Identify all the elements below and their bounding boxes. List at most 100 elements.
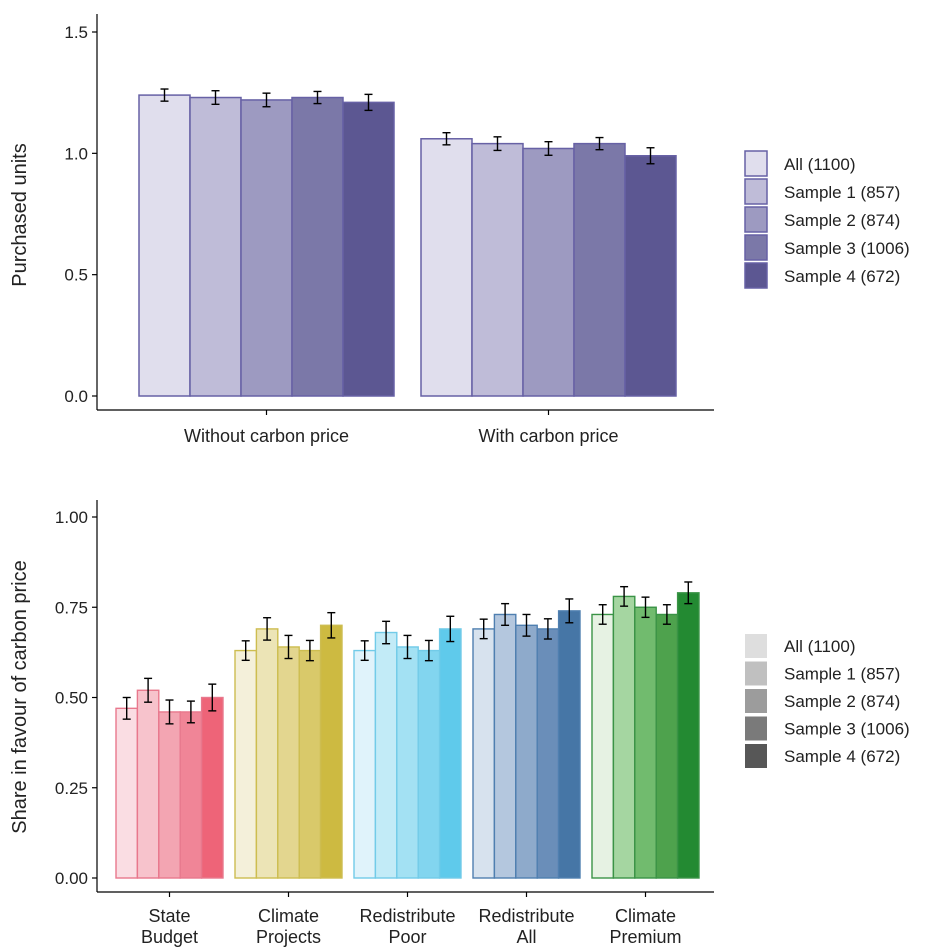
error-bar-4-series-1: [479, 618, 488, 640]
bar-5-series-3: [634, 606, 657, 879]
legend-label-series-3: Sample 2 (874): [784, 211, 900, 230]
bottom-x-tick-label: Poor: [388, 927, 426, 947]
bottom-x-tick-label: All: [516, 927, 536, 947]
bottom-x-tick-label: Climate: [258, 906, 319, 926]
error-bar-3-series-2: [382, 620, 391, 645]
legend-label-series-1: All (1100): [784, 637, 856, 656]
error-bar-2-series-1: [442, 132, 451, 146]
purchased-units-chart: 0.0 0.5 1.0 1.5 Without carbon price With ca…: [9, 14, 910, 446]
error-bar-2-series-3: [544, 140, 553, 156]
bar-4-series-1: [472, 628, 496, 879]
bottom-bars: [115, 592, 700, 879]
bottom-x-tick-label: Redistribute: [478, 906, 574, 926]
bottom-x-tick-label: State: [148, 906, 190, 926]
error-bar-3-series-4: [424, 639, 433, 662]
bar-2-series-5: [319, 624, 343, 879]
bar-4-series-3: [515, 624, 538, 879]
bar-2-series-5: [624, 155, 677, 397]
error-bar-3-series-3: [403, 634, 412, 660]
legend-swatch-series-3: [745, 689, 767, 713]
bar-1-series-3: [240, 99, 293, 397]
legend-swatch-series-2: [744, 178, 768, 205]
legend-swatch-series-3: [744, 206, 768, 233]
error-bar-2-series-4: [595, 136, 604, 151]
top-y-axis-label: Purchased units: [9, 143, 31, 286]
error-bar-3-series-5: [446, 615, 455, 643]
legend-swatch-series-5: [744, 262, 768, 289]
error-bar-5-series-3: [641, 596, 650, 619]
bar-1-series-1: [138, 94, 191, 397]
error-bar-1-series-4: [313, 90, 322, 105]
legend-label-series-2: Sample 1 (857): [784, 183, 900, 202]
bar-1-series-2: [136, 689, 160, 879]
top-error-bars: [160, 88, 655, 165]
bar-2-series-4: [573, 142, 626, 397]
bottom-y-axis-label: Share in favour of carbon price: [9, 560, 31, 834]
bar-1-series-5: [342, 101, 395, 397]
error-bar-2-series-5: [327, 611, 336, 639]
bottom-x-ticks: StateBudgetClimateProjectsRedistributePo…: [141, 892, 682, 947]
error-bar-2-series-1: [241, 640, 250, 662]
bottom-y-tick-label: 1.00: [55, 508, 88, 527]
bar-3-series-4: [417, 649, 441, 879]
bar-3-series-3: [396, 646, 419, 879]
bottom-x-tick-label: Climate: [615, 906, 676, 926]
bar-1-series-1: [115, 707, 139, 879]
bottom-x-tick-label: Redistribute: [359, 906, 455, 926]
bottom-x-tick-label: Budget: [141, 927, 198, 947]
bar-2-series-2: [255, 628, 279, 879]
error-bar-4-series-3: [522, 613, 531, 637]
error-bar-4-series-2: [501, 602, 510, 626]
bar-3-series-5: [438, 628, 462, 879]
legend-swatch-series-4: [745, 716, 767, 741]
error-bar-5-series-2: [620, 585, 629, 607]
bar-4-series-5: [557, 610, 581, 879]
bar-2-series-2: [471, 142, 524, 397]
bar-1-series-5: [200, 696, 224, 879]
bottom-x-tick-label: Premium: [609, 927, 681, 947]
share-in-favour-chart: 0.000.250.500.751.00 StateBudgetClimateP…: [9, 500, 910, 947]
error-bar-4-series-5: [565, 598, 574, 624]
bar-2-series-3: [277, 646, 300, 879]
top-y-tick-label: 0.5: [64, 266, 88, 285]
legend-label-series-1: All (1100): [784, 155, 856, 174]
bottom-y-tick-label: 0.50: [55, 689, 88, 708]
bar-1-series-4: [179, 711, 203, 879]
error-bar-2-series-2: [493, 136, 502, 152]
error-bar-1-series-2: [144, 677, 153, 703]
bar-1-series-4: [291, 96, 344, 397]
top-y-tick-label: 1.5: [64, 23, 88, 42]
bar-2-series-1: [420, 138, 473, 397]
top-bars: [138, 94, 677, 397]
error-bar-1-series-1: [122, 696, 131, 720]
error-bar-2-series-4: [305, 639, 314, 662]
bottom-y-ticks: 0.00 0.25 0.50 0.75 1.00: [55, 508, 97, 888]
legend-label-series-2: Sample 1 (857): [784, 665, 900, 684]
legend-label-series-4: Sample 3 (1006): [784, 239, 910, 258]
error-bar-2-series-2: [263, 617, 272, 641]
bar-2-series-1: [234, 649, 258, 879]
bar-5-series-5: [676, 592, 700, 879]
legend-label-series-4: Sample 3 (1006): [784, 720, 910, 739]
top-legend: All (1100) Sample 1 (857) Sample 2 (874) Sa…: [744, 150, 910, 289]
top-x-tick-label: Without carbon price: [184, 426, 349, 446]
top-x-ticks: Without carbon price With carbon price: [184, 410, 619, 446]
legend-swatch-series-1: [745, 634, 767, 658]
error-bar-5-series-4: [662, 604, 671, 625]
bottom-y-tick-label: 0.00: [55, 869, 88, 888]
legend-swatch-series-1: [744, 150, 768, 177]
legend-swatch-series-5: [745, 744, 767, 768]
bottom-x-tick-label: Projects: [256, 927, 321, 947]
top-y-tick-label: 1.0: [64, 144, 88, 163]
legend-swatch-series-4: [744, 234, 768, 261]
error-bar-5-series-5: [684, 581, 693, 605]
bar-1-series-2: [189, 96, 242, 397]
legend-label-series-5: Sample 4 (672): [784, 747, 900, 766]
top-y-ticks: 0.0 0.5 1.0 1.5: [64, 23, 97, 406]
legend-swatch-series-2: [745, 661, 767, 686]
bar-3-series-2: [374, 631, 398, 879]
error-bar-1-series-5: [364, 93, 373, 112]
error-bar-1-series-3: [165, 699, 174, 725]
bar-4-series-4: [536, 628, 560, 879]
